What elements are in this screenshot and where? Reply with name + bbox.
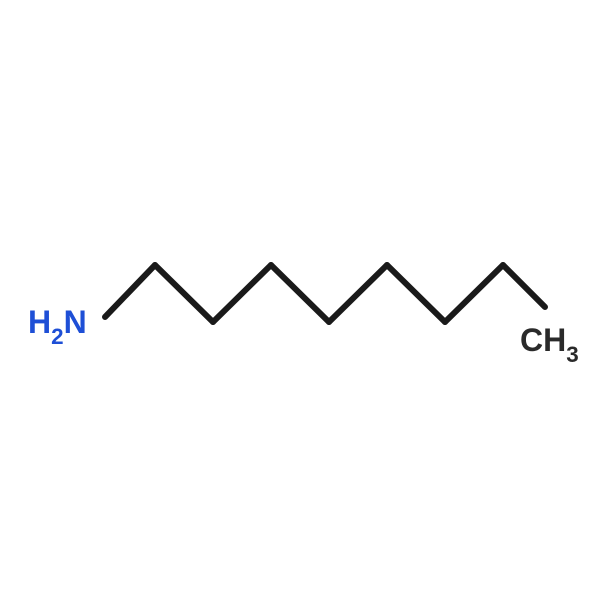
bond-structure: [0, 0, 600, 600]
bond-1: [155, 265, 213, 322]
hydrogen-count-methyl: 3: [566, 342, 578, 367]
nitrogen-atom-label: H2N: [28, 304, 87, 346]
ch-letters: CH: [520, 322, 566, 358]
methyl-atom-label: CH3: [520, 322, 579, 364]
molecule-diagram: H2N CH3: [0, 0, 600, 600]
hydrogen-letter: H: [28, 304, 51, 340]
hydrogen-count: 2: [51, 324, 63, 349]
bond-0: [105, 265, 155, 317]
nitrogen-letter: N: [64, 304, 87, 340]
bond-6: [445, 265, 503, 322]
bond-3: [271, 265, 329, 322]
bond-5: [387, 265, 445, 322]
bond-4: [329, 265, 387, 322]
bond-2: [213, 265, 271, 322]
bond-7: [503, 265, 545, 307]
